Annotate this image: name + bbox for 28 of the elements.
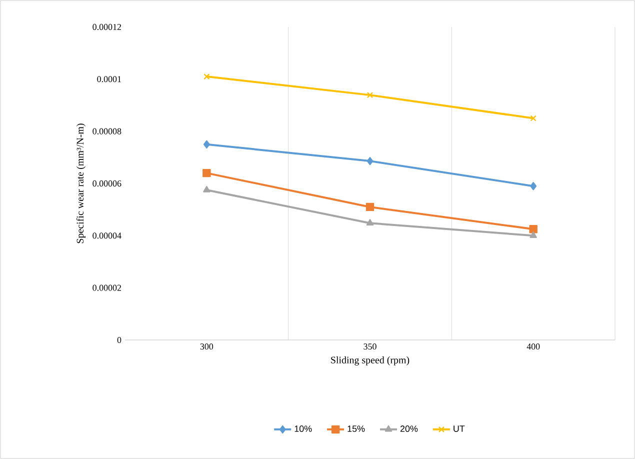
- point: [530, 232, 537, 238]
- point: [366, 219, 374, 226]
- legend-label: 10%: [294, 426, 312, 432]
- y-tick-label: 0.00002: [92, 284, 121, 291]
- point: [530, 182, 537, 190]
- legend-label: 20%: [400, 426, 418, 432]
- x-tick-label: 350: [364, 344, 376, 350]
- y-tick-label: 0.00008: [92, 128, 122, 134]
- legend-label: 15%: [348, 426, 365, 432]
- point: [204, 73, 210, 80]
- point: [366, 92, 374, 98]
- y-tick-label: 0.00012: [92, 24, 121, 30]
- legend-label: UT: [454, 426, 465, 432]
- point: [203, 186, 210, 192]
- point: [202, 168, 211, 178]
- y-axis-title: Specific wear rate (mm³/N-m): [76, 124, 86, 244]
- y-tick-label: 0.00004: [92, 232, 122, 239]
- x-tick-label: 300: [200, 344, 214, 350]
- y-tick-label: 0.00006: [92, 180, 122, 187]
- point: [203, 140, 210, 148]
- y-tick-label: 0: [117, 336, 122, 344]
- point: [366, 156, 374, 166]
- y-tick-label: 0.0001: [97, 76, 121, 82]
- point: [366, 202, 374, 212]
- x-tick-label: 400: [526, 344, 540, 350]
- point: [530, 115, 536, 122]
- point: [529, 225, 538, 234]
- x-axis-title: Sliding speed (rpm): [331, 356, 410, 366]
